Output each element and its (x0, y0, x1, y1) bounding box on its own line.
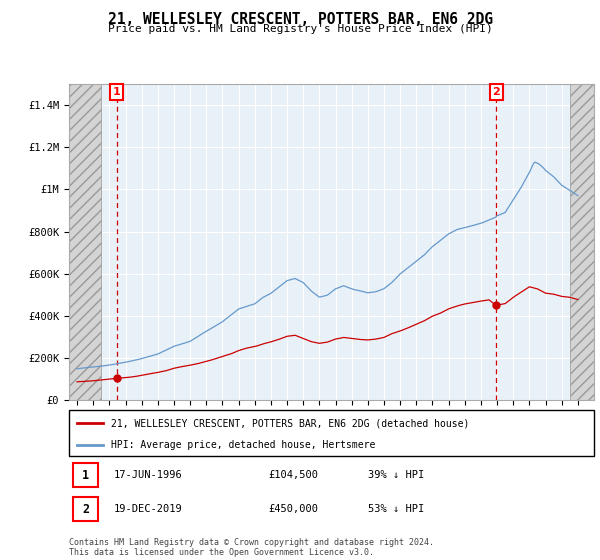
Text: 21, WELLESLEY CRESCENT, POTTERS BAR, EN6 2DG: 21, WELLESLEY CRESCENT, POTTERS BAR, EN6… (107, 12, 493, 27)
Bar (570, 84, 594, 400)
Text: Contains HM Land Registry data © Crown copyright and database right 2024.
This d: Contains HM Land Registry data © Crown c… (69, 538, 434, 557)
Text: 1: 1 (113, 87, 121, 97)
FancyBboxPatch shape (73, 463, 98, 487)
FancyBboxPatch shape (73, 497, 98, 521)
Text: 39% ↓ HPI: 39% ↓ HPI (368, 470, 425, 480)
Text: 1: 1 (82, 469, 89, 482)
Text: 2: 2 (493, 87, 500, 97)
FancyBboxPatch shape (69, 410, 594, 456)
Text: 53% ↓ HPI: 53% ↓ HPI (368, 504, 425, 514)
Text: 19-DEC-2019: 19-DEC-2019 (113, 504, 182, 514)
Text: £450,000: £450,000 (269, 504, 319, 514)
Text: 21, WELLESLEY CRESCENT, POTTERS BAR, EN6 2DG (detached house): 21, WELLESLEY CRESCENT, POTTERS BAR, EN6… (111, 418, 469, 428)
Text: Price paid vs. HM Land Registry's House Price Index (HPI): Price paid vs. HM Land Registry's House … (107, 24, 493, 34)
Text: £104,500: £104,500 (269, 470, 319, 480)
Text: HPI: Average price, detached house, Hertsmere: HPI: Average price, detached house, Hert… (111, 440, 376, 450)
Text: 17-JUN-1996: 17-JUN-1996 (113, 470, 182, 480)
Text: 2: 2 (82, 503, 89, 516)
Bar (69, 84, 101, 400)
